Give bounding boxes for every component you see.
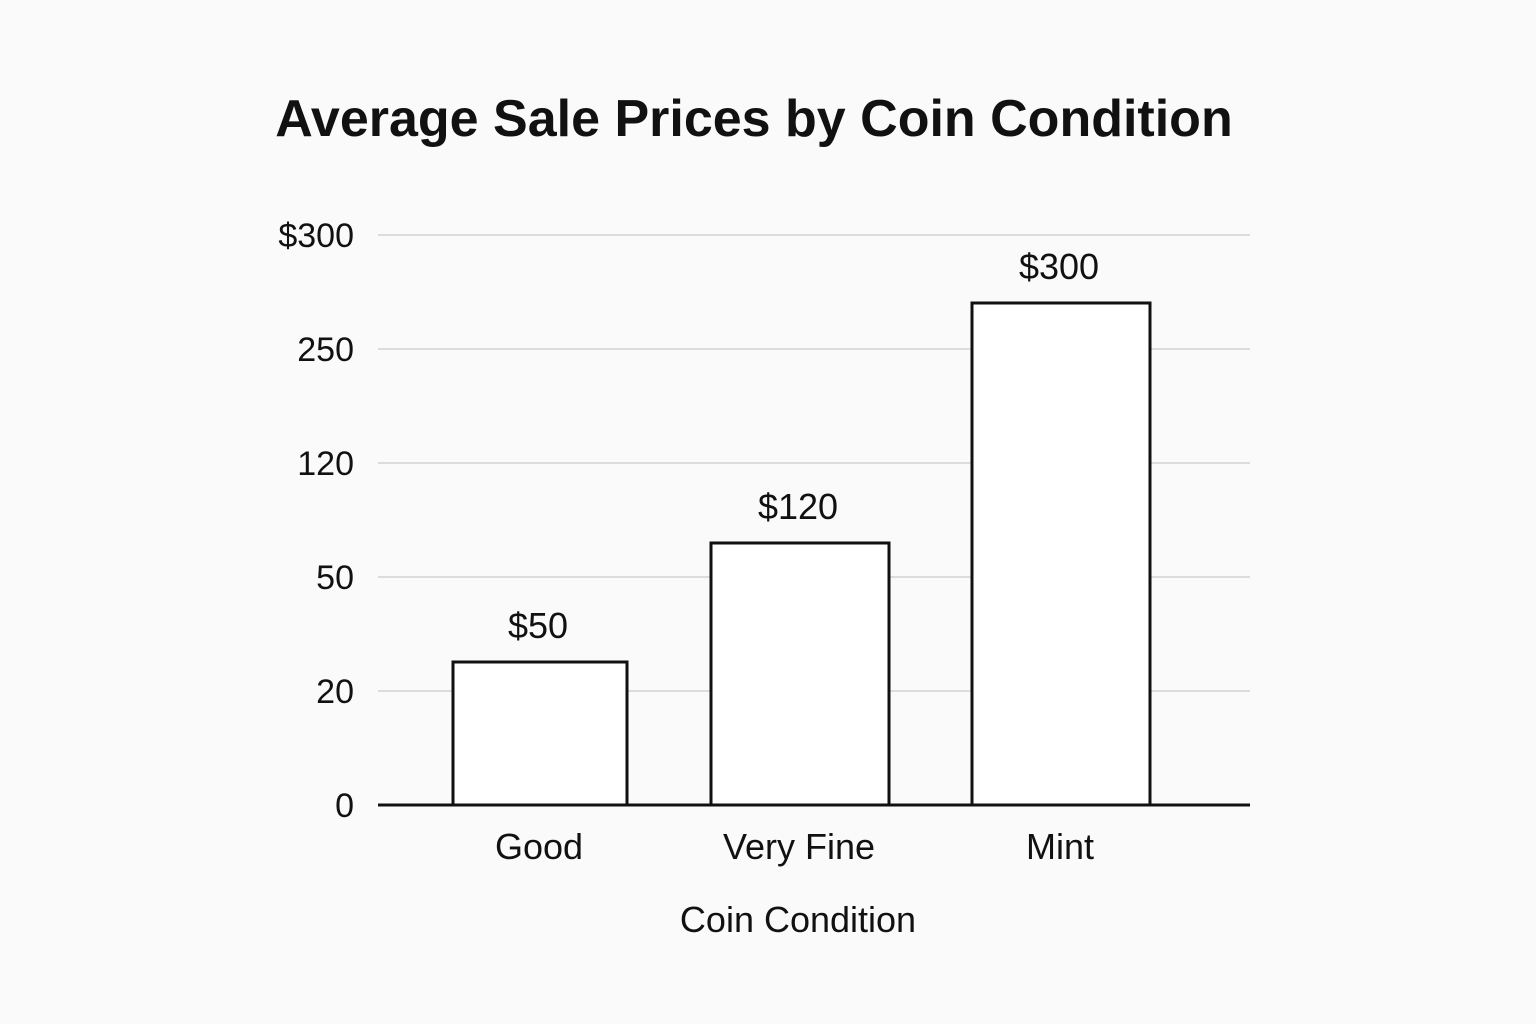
- y-axis-tick-labels: 0 20 50 120 250 $300: [278, 217, 354, 825]
- data-label: $300: [1019, 246, 1099, 287]
- x-tick-label: Very Fine: [723, 826, 875, 867]
- data-label: $120: [758, 486, 838, 527]
- x-tick-label: Mint: [1026, 826, 1094, 867]
- chart-title: Average Sale Prices by Coin Condition: [275, 90, 1232, 148]
- bar: [709, 541, 891, 807]
- y-tick-label: 0: [335, 787, 354, 825]
- data-label: $50: [508, 605, 568, 646]
- y-tick-label: 50: [316, 559, 354, 597]
- x-axis-category-labels: Good Very Fine Mint: [495, 826, 1094, 867]
- y-tick-label: $300: [278, 217, 354, 255]
- y-tick-label: 120: [297, 445, 354, 483]
- bar: [451, 660, 629, 807]
- bar: [970, 301, 1152, 807]
- y-tick-label: 20: [316, 673, 354, 711]
- x-axis-title: Coin Condition: [680, 899, 916, 940]
- data-labels: $50 $120 $300: [508, 246, 1099, 646]
- x-tick-label: Good: [495, 826, 583, 867]
- bars: [451, 301, 1152, 807]
- y-tick-label: 250: [297, 331, 354, 369]
